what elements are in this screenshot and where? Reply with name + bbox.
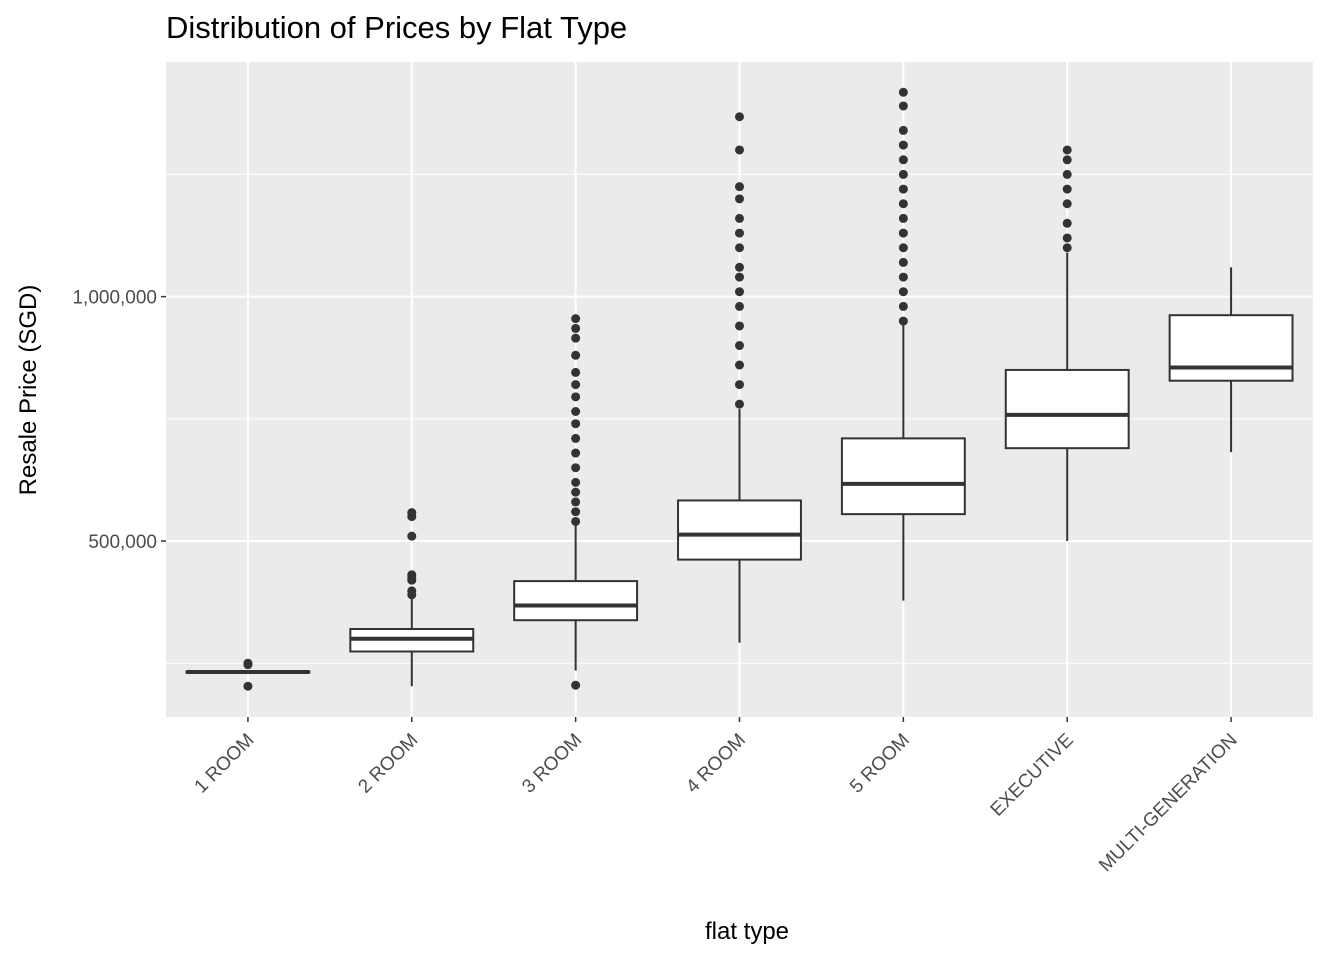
outlier-point <box>1062 184 1072 194</box>
outlier-point <box>898 213 908 223</box>
outlier-point <box>898 199 908 209</box>
outlier-point <box>898 125 908 135</box>
chart-title: Distribution of Prices by Flat Type <box>166 10 628 45</box>
box-executive <box>1004 145 1130 542</box>
outlier-point <box>571 323 581 333</box>
outlier-point <box>571 448 581 458</box>
outlier-point <box>898 169 908 179</box>
outlier-point <box>1062 243 1072 253</box>
outlier-point <box>571 367 581 377</box>
x-axis-title: flat type <box>705 918 789 945</box>
outlier-point <box>735 243 744 253</box>
iqr-box <box>1004 368 1130 450</box>
outlier-point <box>898 228 908 238</box>
outlier-point <box>571 419 581 429</box>
outlier-point <box>571 380 581 390</box>
y-tick-label: 500,000 <box>88 532 157 553</box>
outlier-point <box>735 213 744 223</box>
outlier-point <box>735 112 744 122</box>
outlier-point <box>735 272 744 282</box>
outlier-point <box>1062 218 1072 228</box>
outlier-point <box>1062 169 1072 179</box>
x-tick-label: EXECUTIVE <box>987 730 1078 821</box>
outlier-point <box>898 155 908 165</box>
box-3-room <box>513 314 639 690</box>
box-multi-generation <box>1168 267 1294 453</box>
outlier-point <box>571 433 581 443</box>
y-axis-title: Resale Price (SGD) <box>15 285 42 496</box>
outlier-point <box>571 463 581 473</box>
x-tick-label: 3 ROOM <box>518 730 586 798</box>
outlier-point <box>1062 155 1072 165</box>
outlier-point <box>571 680 581 690</box>
box-1-room <box>185 658 311 691</box>
outlier-point <box>407 508 417 518</box>
outlier-point <box>735 182 744 192</box>
outlier-point <box>735 380 744 390</box>
x-tick-label: 2 ROOM <box>354 730 422 798</box>
outlier-point <box>898 287 908 297</box>
outlier-point <box>407 586 417 596</box>
outlier-point <box>735 399 744 409</box>
x-tick-label: MULTI-GENERATION <box>1095 730 1241 876</box>
outlier-point <box>571 314 581 324</box>
x-tick-label: 1 ROOM <box>191 730 259 798</box>
outlier-point <box>898 257 908 267</box>
outlier-point <box>898 140 908 150</box>
outlier-point <box>571 507 581 517</box>
outlier-point <box>571 477 581 487</box>
box-4-room <box>677 112 802 643</box>
outlier-point <box>571 350 581 360</box>
outlier-point <box>735 287 744 297</box>
x-tick-label: 4 ROOM <box>682 730 750 798</box>
outlier-point <box>735 321 744 331</box>
outlier-point <box>243 658 253 668</box>
y-tick-label: 1,000,000 <box>72 288 157 309</box>
outlier-point <box>735 341 744 351</box>
outlier-point <box>735 145 744 155</box>
outlier-point <box>735 262 744 272</box>
outlier-point <box>571 333 581 343</box>
outlier-point <box>571 497 581 507</box>
outlier-point <box>571 516 581 526</box>
outlier-point <box>898 272 908 282</box>
x-tick-label: 5 ROOM <box>846 730 914 798</box>
outlier-point <box>407 531 417 541</box>
box-5-room <box>840 87 966 601</box>
outlier-point <box>898 301 908 311</box>
outlier-point <box>1062 145 1072 155</box>
outlier-point <box>735 360 744 370</box>
outlier-point <box>898 87 908 97</box>
outlier-point <box>407 570 417 580</box>
outlier-point <box>898 316 908 326</box>
iqr-box <box>1168 314 1294 382</box>
outlier-point <box>1062 233 1072 243</box>
outlier-point <box>898 243 908 253</box>
outlier-point <box>243 681 253 691</box>
outlier-point <box>735 228 744 238</box>
outlier-point <box>898 101 908 111</box>
iqr-box <box>513 580 639 622</box>
outlier-point <box>571 406 581 416</box>
iqr-box <box>840 437 966 516</box>
outlier-point <box>735 301 744 311</box>
outlier-point <box>571 487 581 497</box>
outlier-point <box>898 184 908 194</box>
outlier-point <box>735 194 744 204</box>
outlier-point <box>1062 199 1072 209</box>
box-2-room <box>349 508 475 687</box>
boxes <box>185 87 1294 691</box>
iqr-box <box>677 499 802 561</box>
outlier-point <box>571 392 581 402</box>
